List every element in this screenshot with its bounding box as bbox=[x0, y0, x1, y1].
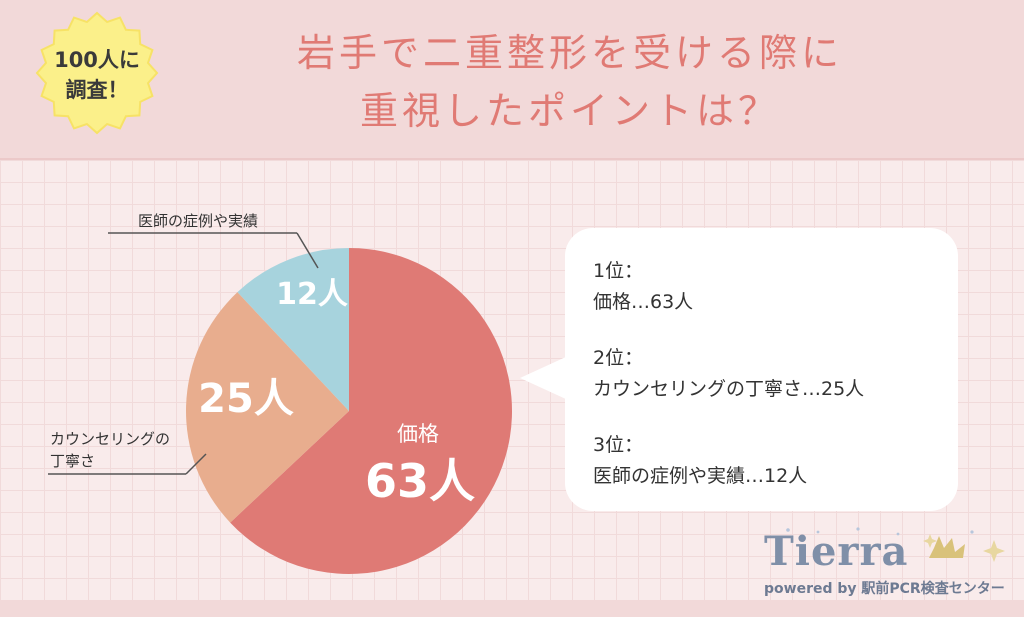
rank3-text: 医師の症例や実績…12人 bbox=[593, 465, 808, 487]
rank2-title: 2位： bbox=[593, 347, 644, 369]
page-title: 岩手で二重整形を受ける際に 重視したポイントは？ bbox=[190, 24, 950, 140]
label-counsel-line2: 丁寧さ bbox=[50, 452, 95, 470]
slice-value-doctor: 12人 bbox=[276, 277, 348, 312]
pie-slice-doctor bbox=[237, 248, 349, 411]
leader-line-counsel-diagonal bbox=[185, 453, 207, 475]
pie-slice-counsel bbox=[186, 292, 349, 523]
survey-badge: 100人に 調査！ bbox=[28, 10, 166, 136]
rank3-title: 3位： bbox=[593, 434, 644, 456]
sparkle-crown-icon bbox=[786, 527, 1005, 562]
callout-pointer bbox=[520, 356, 568, 400]
pie-slice-price bbox=[230, 248, 513, 574]
slice-value-price: 63人 bbox=[365, 454, 475, 508]
tierra-logo: Tierra powered by 駅前PCR検査センター bbox=[758, 526, 1008, 604]
rank2-text: カウンセリングの丁寧さ…25人 bbox=[593, 378, 865, 400]
footer-strip bbox=[0, 600, 1024, 617]
label-counsel-line1: カウンセリングの bbox=[50, 430, 170, 448]
ranking-callout: 1位： 価格…63人 2位： カウンセリングの丁寧さ…25人 3位： 医師の症例… bbox=[565, 228, 958, 511]
badge-line1: 100人に bbox=[54, 48, 140, 72]
label-doctor: 医師の症例や実績 bbox=[138, 212, 258, 230]
logo-word: Tierra bbox=[764, 528, 909, 575]
rank1-title: 1位： bbox=[593, 260, 644, 282]
leader-line-doctor-diagonal bbox=[296, 232, 319, 269]
title-line2: 重視したポイントは？ bbox=[359, 89, 780, 133]
badge-burst-icon bbox=[35, 11, 159, 135]
rank1-text: 価格…63人 bbox=[593, 291, 694, 313]
slice-label-price: 価格 bbox=[397, 422, 439, 446]
header-band bbox=[0, 0, 1024, 160]
title-line1: 岩手で二重整形を受ける際に bbox=[296, 31, 843, 75]
badge-line2: 調査！ bbox=[65, 78, 129, 102]
logo-subtitle: powered by 駅前PCR検査センター bbox=[764, 581, 1005, 597]
slice-value-counsel: 25人 bbox=[198, 376, 294, 422]
